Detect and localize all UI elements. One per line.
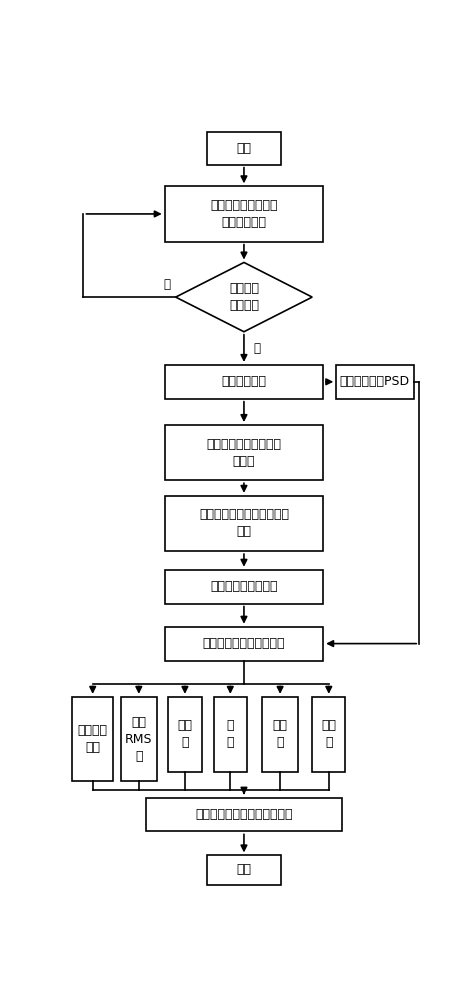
Text: 综合评价信号合成功率谱偏差: 综合评价信号合成功率谱偏差 [195,808,293,821]
Bar [165,365,323,399]
Bar [336,365,414,399]
Text: 均
值: 均 值 [227,719,234,749]
Text: 计算理论信号功率谱: 计算理论信号功率谱 [210,580,278,593]
Text: 加权相关
系数: 加权相关 系数 [78,724,108,754]
Bar [207,855,281,885]
Text: 加权
RMS
值: 加权 RMS 值 [125,716,153,763]
Bar [165,570,323,604]
Text: 软件接收机捕获、跟踪
和解调: 软件接收机捕获、跟踪 和解调 [207,438,281,468]
Bar [165,627,323,661]
Bar [169,697,201,772]
Polygon shape [176,262,312,332]
Text: 开始: 开始 [237,142,251,155]
Bar [121,697,157,781]
Text: 实测谱与理论谱差值曲线: 实测谱与理论谱差值曲线 [203,637,285,650]
Bar [165,496,323,551]
Bar [207,132,281,165]
Text: 计算实测信号PSD: 计算实测信号PSD [340,375,410,388]
Bar [312,697,346,772]
Text: 高增益天线高速采集
卫星信号数据: 高增益天线高速采集 卫星信号数据 [210,199,278,229]
Text: 对称
性: 对称 性 [321,719,337,749]
Text: 滤波等预处理: 滤波等预处理 [221,375,267,388]
Text: 结束: 结束 [237,863,251,876]
Bar [262,697,298,772]
Text: 否: 否 [163,278,170,291]
Text: 标准
差: 标准 差 [273,719,288,749]
Text: 复现与实测信号相应的理想
信号: 复现与实测信号相应的理想 信号 [199,508,289,538]
Bar [165,186,323,242]
Bar [146,798,342,831]
Bar [214,697,247,772]
Bar [72,697,113,781]
Text: 峰峰
值: 峰峰 值 [178,719,192,749]
Text: 判断数据
是否有效: 判断数据 是否有效 [229,282,259,312]
Text: 是: 是 [253,342,260,355]
Bar [165,425,323,480]
